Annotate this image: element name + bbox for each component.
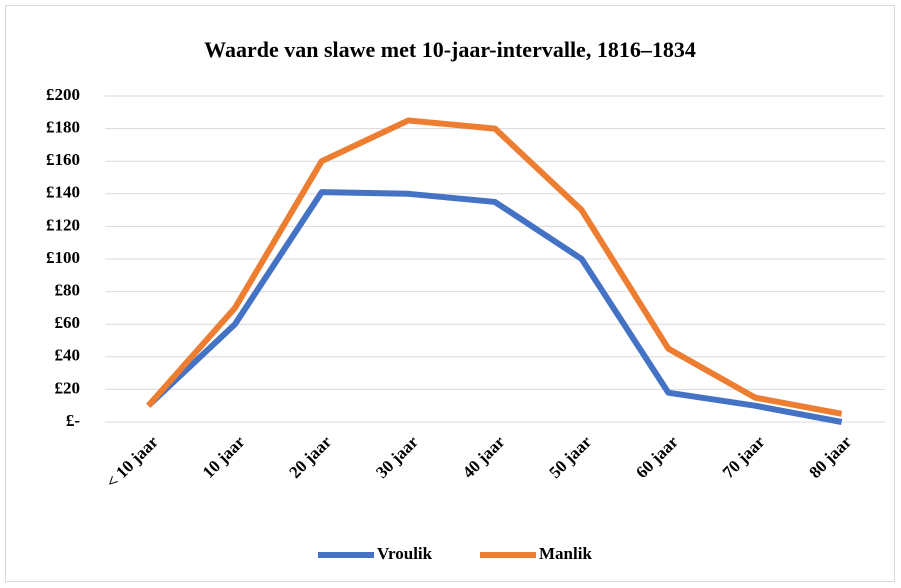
y-tick-label: £100: [46, 248, 80, 267]
y-tick-label: £80: [55, 281, 81, 300]
y-tick-label: £120: [46, 215, 80, 234]
series-line: [146, 117, 843, 417]
y-tick-label: £140: [46, 183, 80, 202]
chart-border: [5, 5, 895, 582]
series-line: [146, 189, 843, 425]
legend-label: Vroulik: [377, 544, 433, 563]
y-tick-label: £180: [46, 118, 80, 137]
y-tick-label: £-: [66, 411, 81, 430]
y-tick-label: £160: [46, 150, 80, 169]
y-tick-label: £20: [55, 378, 81, 397]
y-tick-label: £60: [55, 313, 81, 332]
chart-title: Waarde van slawe met 10-jaar-intervalle,…: [204, 37, 696, 62]
legend-label: Manlik: [539, 544, 592, 563]
y-tick-label: £40: [55, 346, 81, 365]
y-tick-label: £200: [46, 85, 80, 104]
